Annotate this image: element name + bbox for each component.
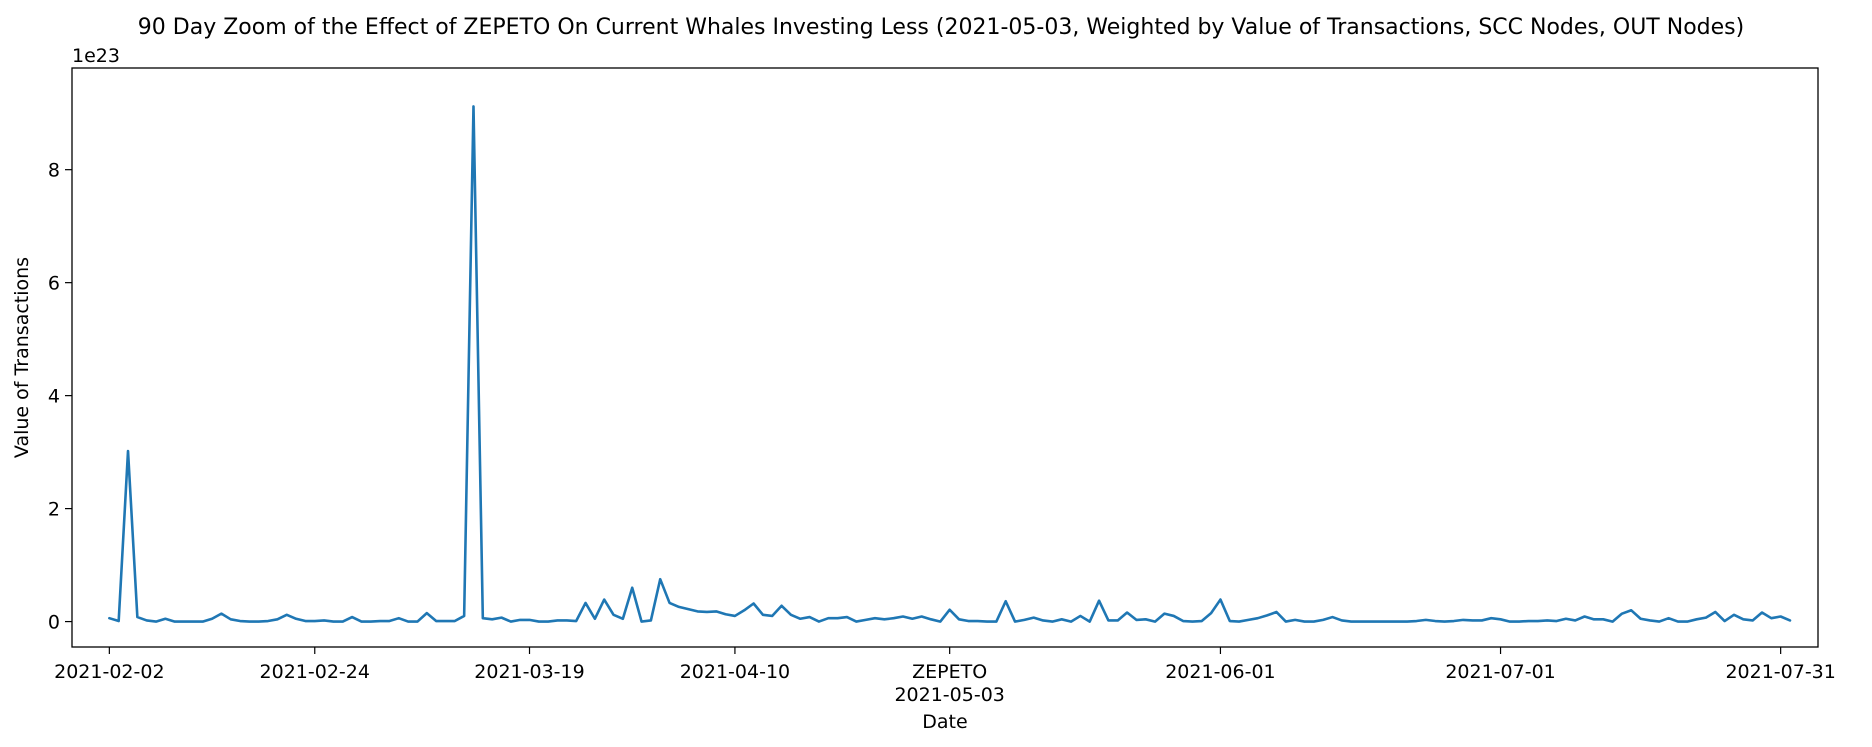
series-line [108,105,1792,623]
y-axis-title: Value of Transactions [11,257,33,458]
x-tick-label: 2021-06-01 [1165,661,1275,683]
y-axis-offset-label: 1e23 [72,45,120,67]
x-tick-label: 2021-02-24 [260,661,370,683]
x-tick-label: 2021-03-19 [474,661,584,683]
x-axis-ticks: 2021-02-02 2021-02-24 2021-03-19 2021-04-10… [54,647,1836,706]
plot-area-frame [71,67,1819,648]
y-tick-label: 2 [48,499,60,521]
event-tick-label: ZEPETO [912,661,987,683]
y-tick-label: 8 [48,160,60,182]
chart-title: 90 Day Zoom of the Effect of ZEPETO On C… [138,15,1744,40]
x-tick-label: 2021-07-31 [1725,661,1835,683]
x-tick-label: 2021-07-01 [1445,661,1555,683]
x-tick-label: 2021-02-02 [54,661,164,683]
y-tick-label: 0 [48,612,60,634]
x-tick-label: 2021-05-03 [894,684,1004,706]
y-tick-label: 6 [48,273,60,295]
x-axis-title: Date [922,711,967,733]
y-tick-label: 4 [48,386,60,408]
y-axis-ticks: 0 2 4 6 8 [48,160,72,634]
x-tick-label: 2021-04-10 [680,661,790,683]
